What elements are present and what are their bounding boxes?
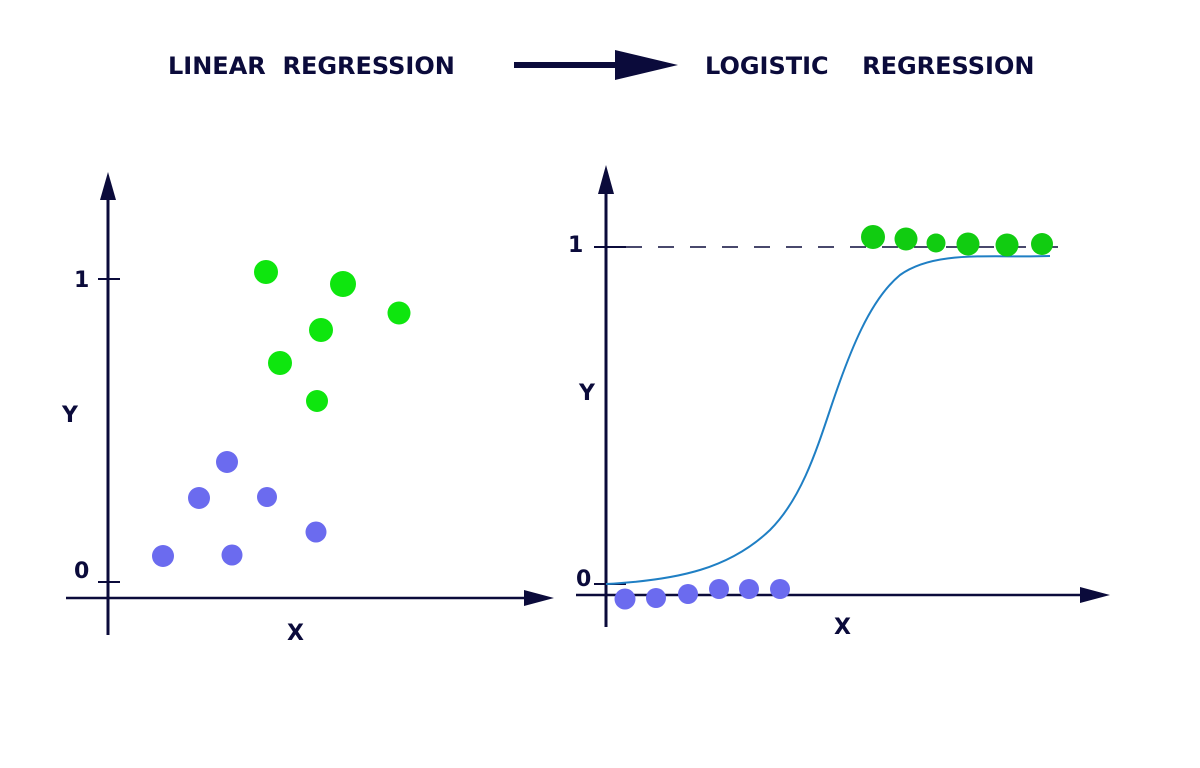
linear-tick-zero-label: 0 [74,559,89,584]
logistic-tick-zero-label: 0 [576,567,591,592]
linear-blue-point [305,521,327,543]
logistic-green-point [995,233,1019,257]
logistic-green-point [926,233,946,253]
transition-arrow [514,50,678,80]
logistic-regression-title: LOGISTIC REGRESSION [705,52,1034,80]
linear-green-point [268,351,292,375]
logistic-x-label: X [834,615,851,640]
logistic-y-axis [598,165,614,627]
sigmoid-curve [605,255,1051,585]
logistic-green-point [1031,233,1053,255]
linear-regression-title: LINEAR REGRESSION [168,52,455,80]
linear-blue-point [257,487,277,507]
logistic-blue-point [709,579,729,599]
logistic-green-point [894,227,918,251]
linear-y-label: Y [61,403,79,428]
linear-green-point [330,271,356,297]
linear-x-axis [66,590,554,606]
logistic-tick-one-label: 1 [568,233,583,258]
logistic-blue-point [646,588,666,608]
linear-blue-point [188,487,210,509]
logistic-y-label: Y [578,381,596,406]
logistic-panel: 1 0 Y X [568,165,1110,640]
linear-tick-one-label: 1 [74,268,89,293]
linear-green-point [387,301,411,325]
linear-blue-point [152,545,174,567]
linear-panel: 1 0 Y X [61,172,554,646]
linear-green-point [254,260,278,284]
logistic-green-point [861,225,885,249]
logistic-green-point [956,232,980,256]
logistic-blue-point [678,584,698,604]
logistic-blue-point [770,579,790,599]
linear-blue-point [221,544,243,566]
linear-blue-point [216,451,238,473]
linear-green-point [309,318,333,342]
logistic-blue-point [614,588,636,610]
linear-x-label: X [287,621,304,646]
linear-y-axis [100,172,116,635]
logistic-blue-point [739,579,759,599]
linear-green-point [306,390,328,412]
